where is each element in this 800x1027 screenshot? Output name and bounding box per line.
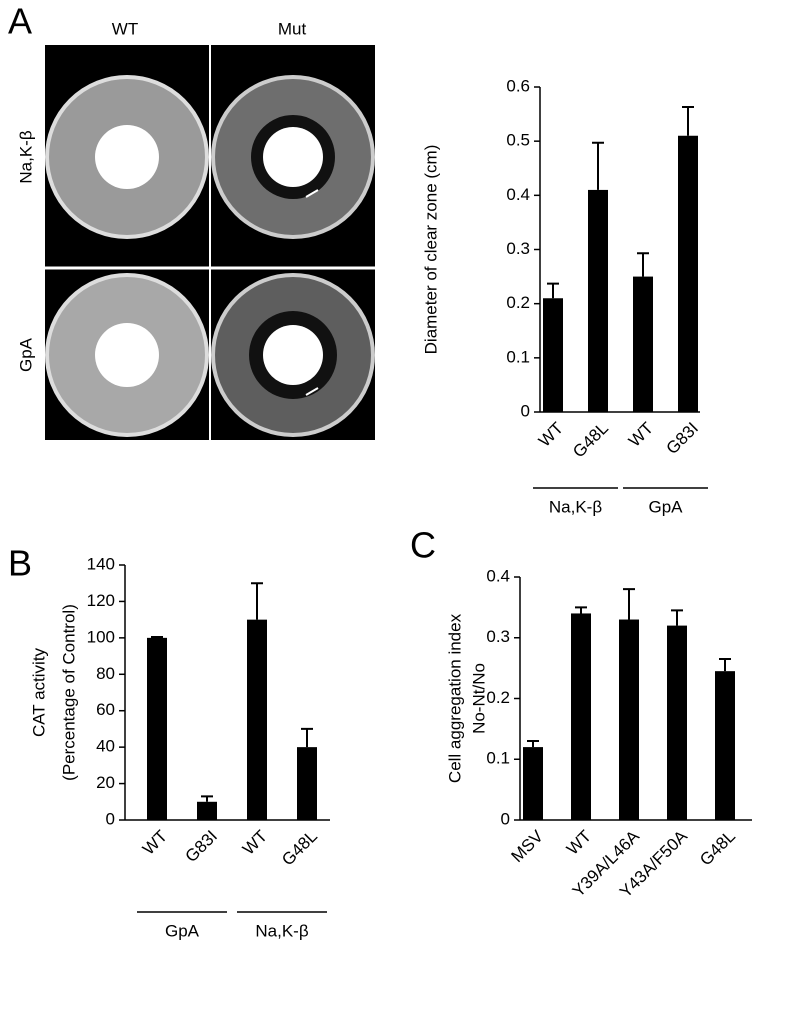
panel-label: A <box>8 1 32 42</box>
y-tick-label: 0.1 <box>486 749 510 768</box>
y-tick-label: 20 <box>96 773 115 792</box>
x-tick-label: MSV <box>508 826 548 866</box>
y-tick-label: 80 <box>96 664 115 683</box>
y-axis-label: (Percentage of Control) <box>59 604 78 781</box>
error-bar <box>547 282 559 299</box>
error-bar <box>151 635 163 638</box>
x-tick-label: WT <box>139 827 171 859</box>
bar <box>715 671 735 820</box>
y-axis-label: No-Nt/No <box>469 663 488 734</box>
panel-label: B <box>8 543 32 584</box>
bar <box>197 801 217 820</box>
y-tick-label: 0 <box>501 809 510 828</box>
error-bar <box>623 588 635 620</box>
y-tick-label: 0.5 <box>506 131 530 150</box>
bar <box>543 298 563 412</box>
photo-grid <box>45 45 375 440</box>
photo-row-label: Na,K-β <box>16 130 35 183</box>
x-tick-label: WT <box>535 419 567 451</box>
group-label: GpA <box>648 497 683 516</box>
error-bar <box>251 582 263 620</box>
photo-column-label: Mut <box>278 19 307 38</box>
bar <box>588 189 608 412</box>
error-bar <box>719 658 731 672</box>
x-tick-label: G48L <box>569 419 612 462</box>
error-bar <box>682 106 694 136</box>
x-tick-label: G48L <box>696 827 739 870</box>
y-tick-label: 0 <box>106 809 115 828</box>
group-label: GpA <box>165 921 200 940</box>
x-tick-label: G83I <box>663 419 702 458</box>
y-tick-label: 0 <box>521 401 530 420</box>
x-tick-label: WT <box>239 827 271 859</box>
y-tick-label: 140 <box>87 554 115 573</box>
y-tick-label: 0.4 <box>506 185 530 204</box>
y-tick-label: 100 <box>87 627 115 646</box>
error-bar <box>301 727 313 748</box>
group-label: Na,K-β <box>255 921 308 940</box>
error-bar <box>201 795 213 802</box>
bar <box>297 747 317 820</box>
x-tick-label: WT <box>625 419 657 451</box>
y-tick-label: 40 <box>96 737 115 756</box>
y-axis-label: Diameter of clear zone (cm) <box>421 145 440 355</box>
error-bar <box>575 606 587 614</box>
y-tick-label: 0.4 <box>486 566 510 585</box>
bar <box>633 276 653 412</box>
y-tick-label: 0.3 <box>486 627 510 646</box>
x-tick-label: WT <box>563 827 595 859</box>
bar <box>571 613 591 820</box>
group-label: Na,K-β <box>549 497 602 516</box>
bar <box>619 619 639 820</box>
error-bar <box>527 740 539 748</box>
y-axis-label: Cell aggregation index <box>445 613 464 783</box>
bar <box>523 747 543 820</box>
x-tick-label: G83I <box>182 827 221 866</box>
y-tick-label: 0.1 <box>506 347 530 366</box>
bar <box>667 625 687 820</box>
error-bar <box>637 252 649 277</box>
error-bar <box>671 609 683 626</box>
y-tick-label: 0.2 <box>506 293 530 312</box>
bar <box>678 135 698 412</box>
y-tick-label: 0.6 <box>506 76 530 95</box>
y-tick-label: 0.3 <box>506 239 530 258</box>
panel-label: C <box>410 525 436 566</box>
y-axis-label: CAT activity <box>29 647 48 737</box>
y-tick-label: 60 <box>96 700 115 719</box>
bar <box>147 637 167 820</box>
x-tick-label: G48L <box>278 827 321 870</box>
y-tick-label: 120 <box>87 591 115 610</box>
photo-row-label: GpA <box>16 337 35 372</box>
photo-column-label: WT <box>112 19 138 38</box>
error-bar <box>592 141 604 190</box>
bar <box>247 619 267 820</box>
y-tick-label: 0.2 <box>486 688 510 707</box>
